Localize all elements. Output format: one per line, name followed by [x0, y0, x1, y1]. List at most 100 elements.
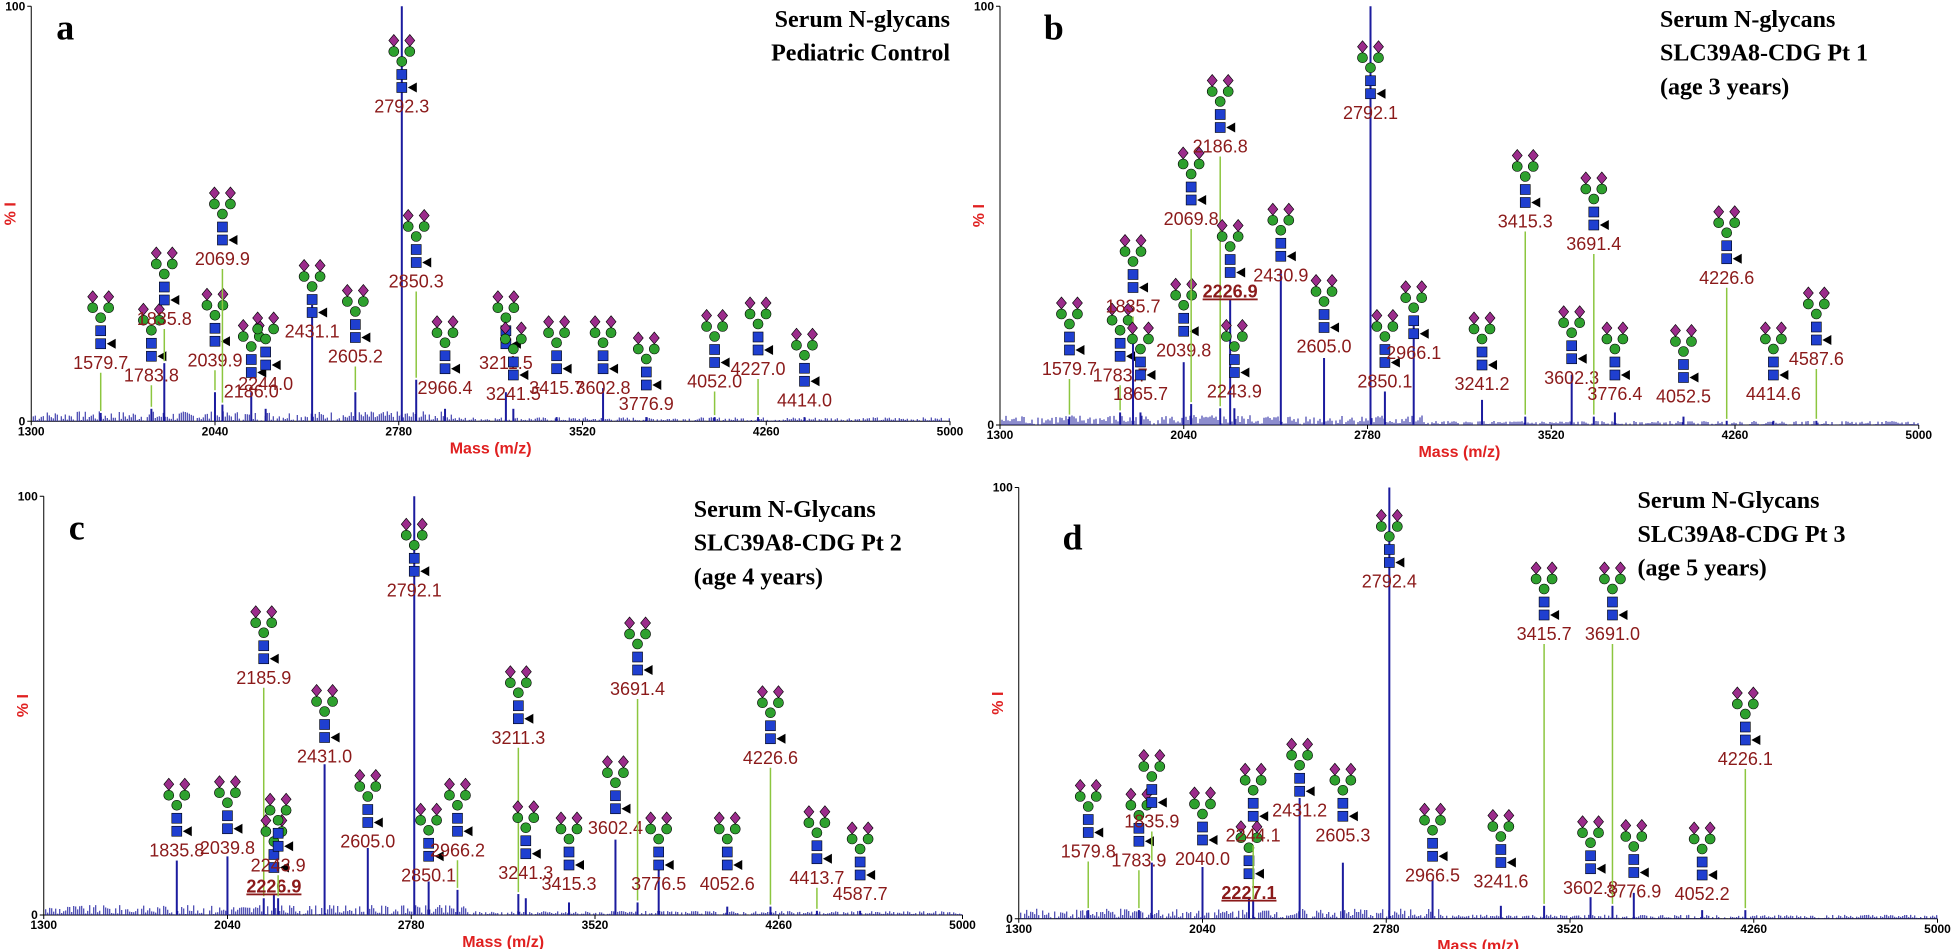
- glycan-mannose: [1229, 341, 1240, 352]
- glycan-sialic: [624, 616, 635, 630]
- peak-label: 2226.9: [1203, 282, 1258, 302]
- glycan-mannose: [266, 617, 278, 629]
- glycan-core: [1214, 122, 1226, 133]
- glycan-core: [1609, 356, 1621, 368]
- peak-label: 1579.8: [1061, 842, 1116, 862]
- glycan-sialic: [163, 777, 175, 791]
- glycan-mannose: [1688, 833, 1700, 845]
- glycan-mannose: [602, 767, 613, 779]
- glycan-sialic: [266, 605, 278, 619]
- glycan-mannose: [1617, 333, 1629, 345]
- glycan-fucose: [1286, 251, 1296, 262]
- glycan-mannose: [1143, 333, 1154, 345]
- glycan-core: [1476, 359, 1488, 371]
- glycan-mannose: [1811, 308, 1822, 320]
- glycan-core: [146, 350, 157, 362]
- peak-label: 2431.1: [285, 322, 340, 342]
- peak-label: 4226.6: [1699, 268, 1754, 288]
- glycan-core: [319, 732, 330, 743]
- glycan-sialic: [416, 517, 428, 531]
- glycan-mannose: [1214, 96, 1226, 107]
- glycan-core: [563, 846, 575, 858]
- glycan-sialic: [1731, 686, 1743, 700]
- glycan-mannose: [803, 817, 815, 829]
- glycan-core: [1082, 827, 1094, 838]
- glycan-fucose: [1732, 253, 1742, 264]
- glycan-core: [222, 823, 233, 835]
- glycan-mannose: [1427, 824, 1438, 836]
- glycan-mannose: [1154, 761, 1166, 772]
- glycan-mannose: [653, 833, 664, 845]
- x-tick-label: 5000: [949, 918, 976, 932]
- glycan-core: [245, 367, 257, 378]
- glycan-sialic: [103, 290, 115, 304]
- glycan-mannose: [103, 302, 115, 314]
- glycan-mannose: [1064, 318, 1075, 330]
- glycan-mannose: [1072, 308, 1083, 320]
- glycan-sialic: [1435, 802, 1446, 816]
- glycan-fucose: [776, 733, 786, 744]
- glycan-mannose: [1538, 583, 1550, 595]
- glycan-mannose: [1310, 286, 1322, 297]
- glycan-core: [1146, 797, 1158, 808]
- glycan-core: [513, 700, 524, 712]
- glycan-mannose: [260, 333, 271, 345]
- glycan-core: [95, 338, 107, 350]
- glycan-sialic: [819, 805, 831, 819]
- glycan-mannose: [846, 833, 858, 845]
- glycan-mannose: [431, 327, 443, 339]
- glycan-mannose: [1721, 227, 1733, 239]
- glycan-sialic: [1688, 821, 1700, 835]
- glycan-mannose: [1221, 331, 1232, 342]
- glycan-sialic: [1119, 234, 1131, 247]
- glycan-mannose: [1487, 821, 1499, 832]
- glycan-core: [1740, 734, 1751, 746]
- glycan-fucose: [1438, 851, 1448, 862]
- glycan-mannose: [648, 343, 660, 355]
- glycan-sialic: [862, 821, 874, 835]
- glycan-mannose: [624, 628, 635, 640]
- glycan-core: [653, 859, 664, 871]
- glycan-mannose: [1387, 321, 1399, 332]
- glycan-mannose: [744, 308, 756, 320]
- peak-label: 3415.3: [541, 874, 596, 894]
- glycan-mannose: [1416, 292, 1428, 304]
- glycan-core: [854, 869, 866, 881]
- glycan-mannose: [752, 318, 764, 330]
- glycan-mannose: [311, 696, 322, 707]
- glycan-sialic: [1601, 321, 1613, 335]
- glycan-sialic: [370, 769, 382, 782]
- glycan-mannose: [1713, 217, 1725, 229]
- glycan-fucose: [1419, 328, 1429, 339]
- peak-label: 3776.9: [619, 394, 674, 414]
- glycan-core: [1476, 346, 1488, 358]
- glycan-sialic: [418, 209, 430, 222]
- peak-label: 4414.0: [777, 390, 832, 410]
- peak-label: 1835.8: [137, 309, 192, 329]
- glycan-mannose: [543, 327, 554, 339]
- peak-label: 2244.0: [238, 374, 293, 394]
- peak-label: 3211.5: [479, 353, 533, 373]
- glycan-fucose: [1348, 811, 1358, 822]
- glycan-core: [1229, 354, 1240, 365]
- glycan-core: [1585, 850, 1596, 862]
- glycan-sialic: [1670, 324, 1681, 337]
- glycan-mannose: [1193, 158, 1205, 170]
- y-tick-label: 100: [5, 0, 25, 13]
- glycan-core: [1408, 315, 1420, 327]
- glycan-sialic: [179, 777, 191, 791]
- glycan-core: [1811, 321, 1822, 333]
- glycan-mannose: [1185, 168, 1197, 180]
- glycan-mannose: [1357, 52, 1368, 64]
- glycan-core: [1678, 372, 1689, 383]
- glycan-fucose: [531, 848, 541, 859]
- glycan-core: [1135, 369, 1146, 381]
- spectrum-panel: 1300 2040 2780 3520 4260 5000 0 100 Mass (m/z) % …: [990, 481, 1951, 949]
- glycan-core: [1585, 863, 1596, 875]
- glycan-core: [1519, 184, 1531, 195]
- glycan-mannose: [1138, 761, 1150, 772]
- panel-title: Serum N-glycans: [775, 7, 950, 33]
- glycan-sialic: [1775, 321, 1787, 335]
- panel-letter: c: [69, 508, 85, 548]
- spectrum-panel: 1300 2040 2780 3520 4260 5000 0 100 Mass (m/z) % …: [971, 0, 1932, 461]
